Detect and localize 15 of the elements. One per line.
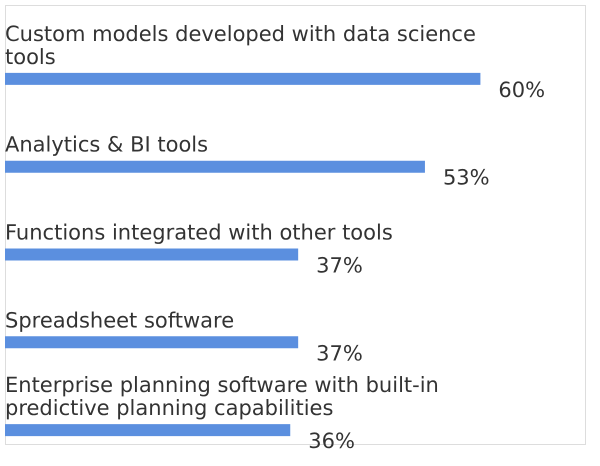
data-label: 37% (316, 254, 363, 278)
data-label: 53% (442, 166, 490, 190)
bar (5, 424, 290, 436)
y-tick-label: Spreadsheet software (5, 308, 234, 332)
y-tick-label: Analytics & BI tools (5, 132, 208, 157)
y-tick-label: Enterprise planning software with built-in predictive planning capabilities (5, 373, 439, 420)
data-label: 36% (308, 429, 355, 454)
bar (5, 336, 298, 348)
data-label: 60% (498, 78, 546, 102)
bar (5, 72, 480, 85)
y-tick-label: Custom models developed with data science tools (5, 22, 476, 69)
data-label: 37% (316, 341, 363, 366)
bar (5, 248, 298, 260)
y-tick-label: Functions integrated with other tools (5, 220, 393, 244)
bar (5, 160, 425, 173)
